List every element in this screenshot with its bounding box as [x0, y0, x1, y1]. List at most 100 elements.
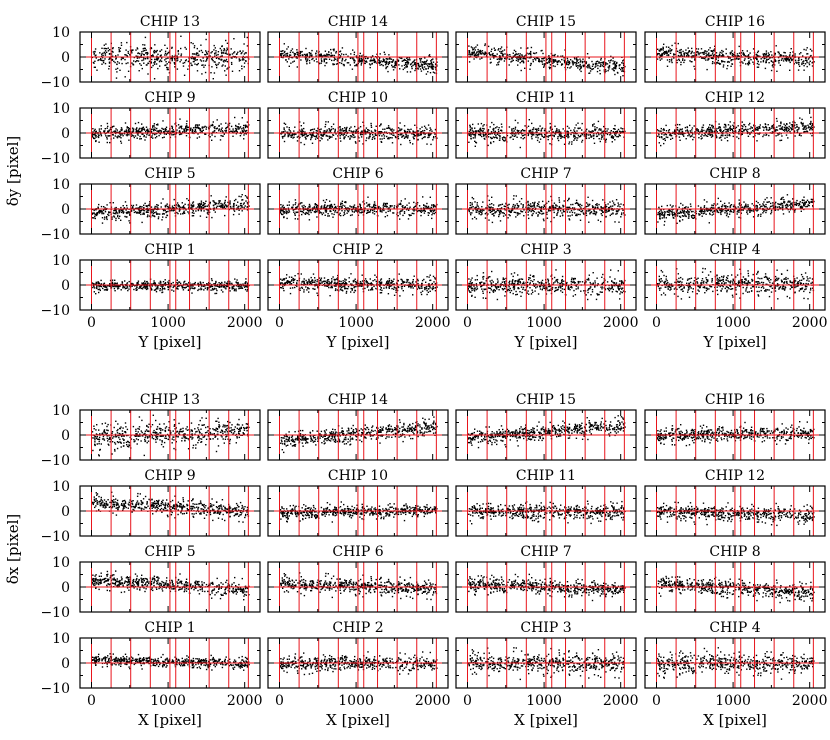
scatter-point	[219, 47, 221, 50]
scatter-point	[378, 134, 381, 137]
scatter-point	[146, 131, 149, 133]
scatter-point	[141, 221, 143, 224]
scatter-point	[811, 135, 813, 137]
scatter-point	[511, 58, 513, 60]
scatter-point	[134, 135, 137, 137]
scatter-point	[201, 127, 204, 129]
scatter-point	[157, 57, 160, 59]
scatter-point	[501, 137, 504, 139]
scatter-point	[194, 53, 196, 55]
scatter-point	[385, 131, 388, 133]
scatter-point	[399, 122, 401, 124]
scatter-point	[238, 70, 241, 72]
scatter-point	[200, 44, 202, 46]
scatter-point	[727, 129, 729, 132]
scatter-point	[506, 134, 509, 137]
scatter-point	[529, 52, 532, 54]
scatter-point	[334, 128, 336, 131]
scatter-point	[772, 127, 775, 130]
scatter-point	[528, 119, 530, 121]
scatter-point	[421, 66, 424, 68]
scatter-point	[192, 127, 195, 129]
scatter-point	[521, 54, 523, 56]
scatter-point	[129, 222, 131, 224]
scatter-point	[187, 68, 189, 70]
scatter-point	[690, 61, 692, 63]
scatter-point	[493, 123, 495, 126]
scatter-point	[530, 50, 532, 53]
scatter-point	[103, 47, 105, 50]
scatter-point	[111, 218, 113, 220]
scatter-point	[777, 134, 779, 136]
scatter-point	[332, 48, 334, 51]
scatter-point	[347, 135, 349, 138]
scatter-point	[125, 216, 127, 218]
scatter-point	[541, 63, 544, 65]
scatter-point	[114, 209, 116, 211]
scatter-point	[537, 127, 540, 130]
scatter-point	[606, 130, 608, 132]
scatter-point	[660, 49, 662, 51]
scatter-point	[192, 42, 194, 45]
scatter-point	[656, 54, 659, 56]
scatter-point	[226, 42, 229, 44]
scatter-point	[413, 63, 416, 66]
scatter-point	[343, 133, 345, 135]
scatter-point	[778, 51, 780, 53]
scatter-point	[406, 131, 409, 134]
scatter-point	[490, 136, 492, 139]
panel-title: CHIP 12	[705, 90, 765, 106]
scatter-point	[807, 127, 810, 129]
scatter-point	[488, 133, 490, 135]
scatter-point	[166, 68, 168, 71]
scatter-point	[532, 52, 535, 54]
scatter-point	[722, 60, 724, 63]
scatter-point	[543, 59, 545, 62]
scatter-point	[140, 128, 143, 130]
scatter-point	[588, 137, 590, 139]
scatter-point	[474, 145, 476, 147]
scatter-point	[225, 122, 227, 124]
scatter-point	[127, 131, 130, 133]
scatter-point	[306, 134, 308, 137]
scatter-point	[519, 53, 521, 55]
scatter-point	[663, 142, 665, 145]
scatter-point	[93, 137, 95, 140]
scatter-point	[566, 125, 569, 128]
scatter-point	[285, 59, 287, 61]
scatter-point	[547, 136, 549, 138]
scatter-point	[583, 135, 586, 137]
scatter-point	[580, 132, 583, 135]
scatter-point	[153, 63, 156, 65]
scatter-point	[220, 204, 223, 207]
scatter-point	[136, 48, 139, 50]
scatter-point	[604, 139, 607, 141]
scatter-point	[532, 127, 535, 129]
scatter-point	[148, 130, 150, 133]
scatter-point	[296, 136, 299, 138]
scatter-point	[115, 58, 117, 60]
scatter-point	[133, 60, 135, 62]
scatter-point	[692, 138, 694, 141]
scatter-point	[241, 206, 243, 208]
scatter-point	[752, 48, 755, 50]
scatter-point	[204, 54, 207, 56]
scatter-point	[703, 53, 706, 55]
scatter-point	[132, 49, 134, 51]
scatter-point	[139, 138, 141, 140]
scatter-point	[531, 133, 533, 135]
scatter-point	[212, 124, 214, 127]
scatter-point	[216, 127, 218, 129]
scatter-point	[96, 212, 98, 214]
scatter-point	[233, 202, 235, 205]
scatter-point	[103, 44, 105, 46]
scatter-point	[147, 62, 150, 65]
scatter-point	[514, 55, 516, 57]
scatter-point	[659, 55, 662, 57]
scatter-point	[385, 63, 387, 65]
scatter-point	[319, 131, 321, 133]
scatter-point	[575, 57, 578, 59]
scatter-point	[713, 50, 716, 52]
scatter-point	[697, 130, 700, 132]
scatter-point	[747, 128, 749, 131]
